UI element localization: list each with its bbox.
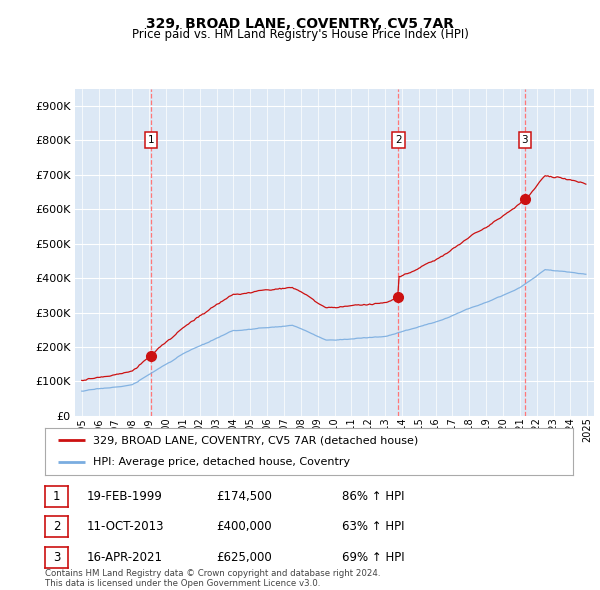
- Text: 2: 2: [395, 135, 402, 145]
- Text: HPI: Average price, detached house, Coventry: HPI: Average price, detached house, Cove…: [92, 457, 350, 467]
- Text: Price paid vs. HM Land Registry's House Price Index (HPI): Price paid vs. HM Land Registry's House …: [131, 28, 469, 41]
- Text: 86% ↑ HPI: 86% ↑ HPI: [342, 490, 404, 503]
- Text: £174,500: £174,500: [216, 490, 272, 503]
- Text: 63% ↑ HPI: 63% ↑ HPI: [342, 520, 404, 533]
- Text: Contains HM Land Registry data © Crown copyright and database right 2024.
This d: Contains HM Land Registry data © Crown c…: [45, 569, 380, 588]
- Text: 1: 1: [53, 490, 60, 503]
- Text: £400,000: £400,000: [216, 520, 272, 533]
- Text: 69% ↑ HPI: 69% ↑ HPI: [342, 551, 404, 564]
- Text: 329, BROAD LANE, COVENTRY, CV5 7AR (detached house): 329, BROAD LANE, COVENTRY, CV5 7AR (deta…: [92, 435, 418, 445]
- Text: 11-OCT-2013: 11-OCT-2013: [87, 520, 164, 533]
- Text: 1: 1: [148, 135, 155, 145]
- Text: 16-APR-2021: 16-APR-2021: [87, 551, 163, 564]
- Text: 3: 3: [521, 135, 528, 145]
- Text: 3: 3: [53, 551, 60, 564]
- Text: £625,000: £625,000: [216, 551, 272, 564]
- Text: 19-FEB-1999: 19-FEB-1999: [87, 490, 163, 503]
- Text: 2: 2: [53, 520, 60, 533]
- Text: 329, BROAD LANE, COVENTRY, CV5 7AR: 329, BROAD LANE, COVENTRY, CV5 7AR: [146, 17, 454, 31]
